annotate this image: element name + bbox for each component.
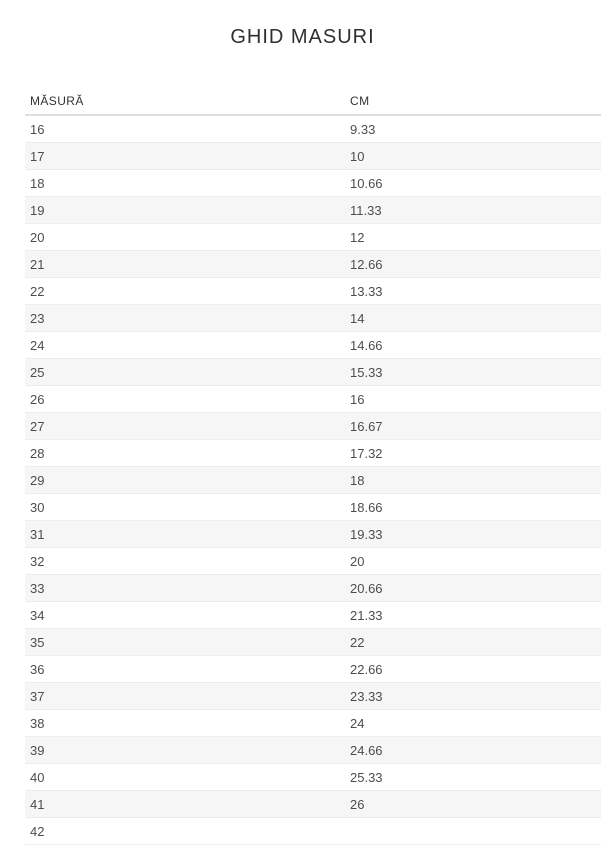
size-cell: 36 [30,661,45,677]
table-row: 20 12 [25,224,601,251]
cm-cell: 19.33 [350,526,383,542]
cm-cell: 10 [350,148,365,164]
size-cell: 31 [30,526,45,542]
table-row: 19 11.33 [25,197,601,224]
table-row: 16 9.33 [25,116,601,143]
cm-cell: 18.66 [350,499,383,515]
page-title: GHID MASURI [230,26,375,48]
cm-cell: 17.32 [350,445,383,461]
size-cell: 35 [30,634,45,650]
table-row: 36 22.66 [25,656,601,683]
cm-cell: 9.33 [350,121,376,137]
size-cell: 24 [30,337,45,353]
size-cell: 33 [30,580,45,596]
size-cell: 28 [30,445,45,461]
size-cell: 26 [30,391,45,407]
cm-cell: 16.67 [350,418,383,434]
size-cell: 17 [30,148,45,164]
cm-cell: 26 [350,796,365,812]
size-cell: 39 [30,742,45,758]
table-row: 27 16.67 [25,413,601,440]
cm-cell: 18 [350,472,365,488]
size-table: MĂSURĂ CM 16 9.33 17 10 18 10.66 19 11.33 20 12 21… [25,88,601,845]
column-header-masura: MĂSURĂ [30,94,84,108]
cm-cell: 13.33 [350,283,383,299]
size-cell: 23 [30,310,45,326]
table-row: 30 18.66 [25,494,601,521]
table-row: 41 26 [25,791,601,818]
cm-cell: 21.33 [350,607,383,623]
cm-cell: 14 [350,310,365,326]
cm-cell: 22 [350,634,365,650]
size-cell: 41 [30,796,45,812]
table-row: 18 10.66 [25,170,601,197]
size-cell: 16 [30,121,45,137]
table-row: 29 18 [25,467,601,494]
table-row: 22 13.33 [25,278,601,305]
cm-cell: 22.66 [350,661,383,677]
size-cell: 27 [30,418,45,434]
size-cell: 21 [30,256,45,272]
cm-cell: 12.66 [350,256,383,272]
table-row: 25 15.33 [25,359,601,386]
size-cell: 29 [30,472,45,488]
table-row: 34 21.33 [25,602,601,629]
cm-cell: 16 [350,391,365,407]
table-row: 28 17.32 [25,440,601,467]
size-cell: 25 [30,364,45,380]
size-cell: 34 [30,607,45,623]
table-row: 40 25.33 [25,764,601,791]
cm-cell: 24.66 [350,742,383,758]
size-cell: 18 [30,175,45,191]
cm-cell: 12 [350,229,365,245]
size-cell: 37 [30,688,45,704]
table-row: 21 12.66 [25,251,601,278]
cm-cell: 23.33 [350,688,383,704]
size-cell: 22 [30,283,45,299]
table-row: 17 10 [25,143,601,170]
cm-cell: 14.66 [350,337,383,353]
table-row: 35 22 [25,629,601,656]
cm-cell: 20.66 [350,580,383,596]
cm-cell: 15.33 [350,364,383,380]
size-cell: 32 [30,553,45,569]
table-row: 32 20 [25,548,601,575]
size-table-body: 16 9.33 17 10 18 10.66 19 11.33 20 12 21 12.66 22 13.… [25,116,601,845]
table-row: 24 14.66 [25,332,601,359]
cm-cell: 24 [350,715,365,731]
table-row: 38 24 [25,710,601,737]
table-row: 26 16 [25,386,601,413]
cm-cell: 20 [350,553,365,569]
cm-cell: 11.33 [350,202,382,218]
size-cell: 19 [30,202,45,218]
table-row: 33 20.66 [25,575,601,602]
table-row: 42 [25,818,601,845]
column-header-cm: CM [350,94,370,108]
size-cell: 30 [30,499,45,515]
table-row: 37 23.33 [25,683,601,710]
size-cell: 40 [30,769,45,785]
table-row: 23 14 [25,305,601,332]
table-row: 31 19.33 [25,521,601,548]
size-table-header-row: MĂSURĂ CM [25,88,601,116]
cm-cell: 10.66 [350,175,383,191]
size-guide-page: GHID MASURI MĂSURĂ CM 16 9.33 17 10 18 10.66 1… [0,27,605,845]
table-row: 39 24.66 [25,737,601,764]
size-cell: 20 [30,229,45,245]
cm-cell: 25.33 [350,769,383,785]
size-cell: 38 [30,715,45,731]
